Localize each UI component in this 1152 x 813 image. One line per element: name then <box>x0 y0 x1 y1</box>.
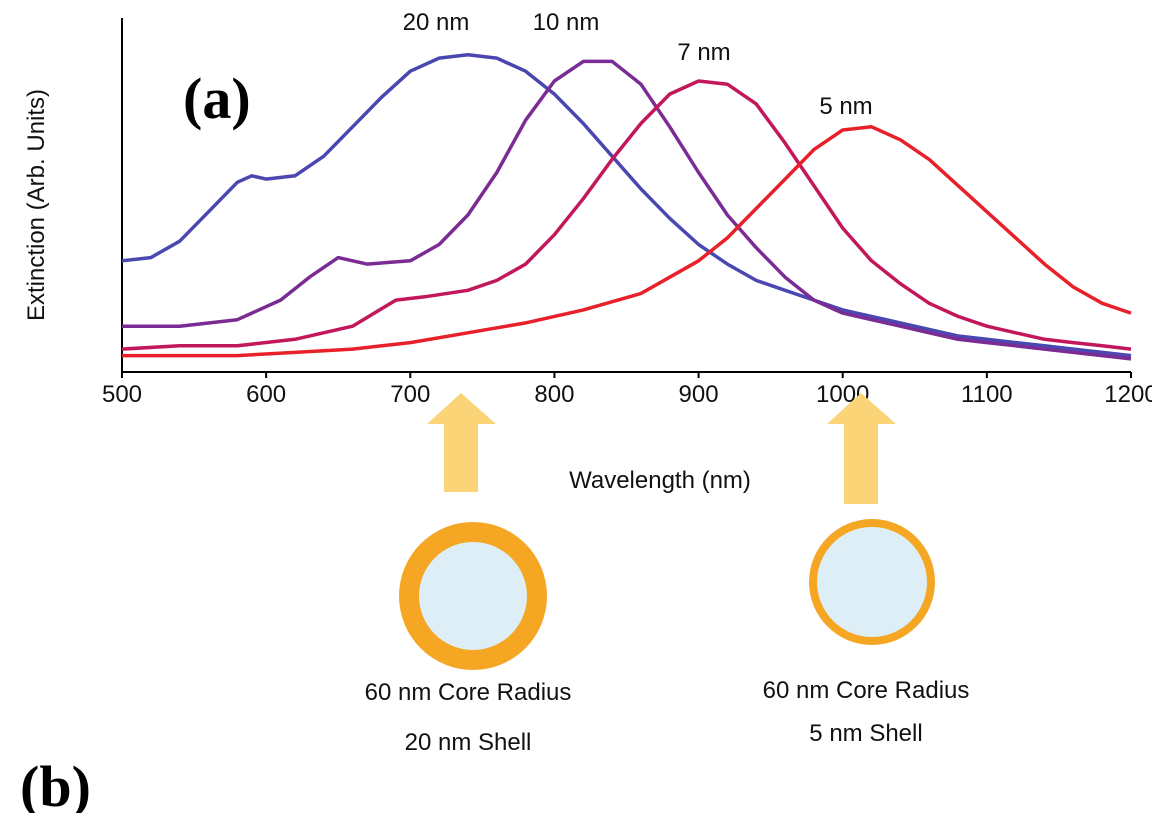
series-line-20nm <box>121 53 1132 358</box>
x-tick-label-500: 500 <box>102 381 142 408</box>
x-tick-label-900: 900 <box>679 381 719 408</box>
series-lines <box>121 53 1132 361</box>
x-tick-label-700: 700 <box>390 381 430 408</box>
x-tick-group: 500 600 700 800 900 1000 1100 1200 <box>102 372 1152 408</box>
series-label-20nm: 20 nm <box>403 9 470 36</box>
series-line-10nm <box>122 59 1132 361</box>
arrow-head-1 <box>427 393 496 424</box>
panel-b-label: (b) <box>20 754 91 813</box>
arrow-to-20nm-peak <box>427 393 496 492</box>
panel-a-label: (a) <box>183 66 251 131</box>
arrow-to-5nm-peak <box>827 393 896 504</box>
core-5nm <box>817 527 927 637</box>
core-20nm <box>419 542 527 650</box>
plot-area: 500 600 700 800 900 1000 1100 1200 <box>102 18 1152 408</box>
series-label-7nm: 7 nm <box>677 39 730 66</box>
series-line-7nm <box>121 79 1132 351</box>
arrow-head-2 <box>827 393 896 424</box>
x-axis-title: Wavelength (nm) <box>569 467 751 494</box>
caption-1-line1: 60 nm Core Radius <box>365 679 572 706</box>
x-tick-label-1200: 1200 <box>1104 381 1152 408</box>
x-tick-label-1100: 1100 <box>961 381 1013 408</box>
caption-2-line1: 60 nm Core Radius <box>763 677 970 704</box>
caption-1-line2: 20 nm Shell <box>405 729 532 756</box>
series-label-10nm: 10 nm <box>533 9 600 36</box>
x-tick-label-600: 600 <box>246 381 286 408</box>
nanoshell-20nm <box>399 522 547 670</box>
y-axis-title: Extinction (Arb. Units) <box>23 89 50 321</box>
x-tick-label-800: 800 <box>534 381 574 408</box>
caption-2-line2: 5 nm Shell <box>809 720 922 747</box>
nanoshell-5nm <box>809 519 935 645</box>
series-line-5nm <box>122 125 1132 358</box>
arrow-shaft-1 <box>444 424 478 492</box>
series-label-5nm: 5 nm <box>819 93 872 120</box>
arrow-shaft-2 <box>844 424 878 504</box>
